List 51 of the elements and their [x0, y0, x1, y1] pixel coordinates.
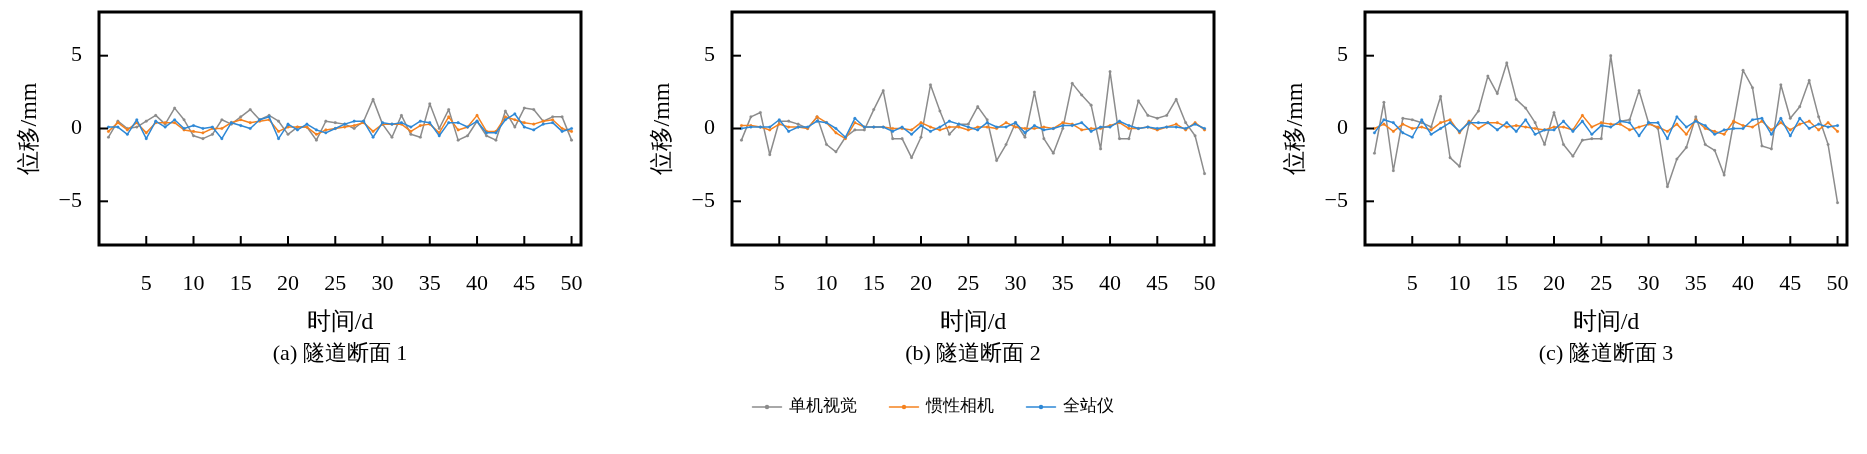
legend-label: 单机视觉: [788, 396, 857, 416]
x-tick-label: 20: [277, 269, 300, 295]
x-axis-title: 时间/d: [306, 308, 374, 335]
x-tick-label: 30: [371, 269, 394, 295]
text: (b) 隧道断面 2: [905, 339, 1041, 365]
x-tick-label: 35: [1684, 269, 1707, 295]
x-tick-label: 45: [513, 269, 536, 295]
x-tick-label: 40: [466, 269, 489, 295]
x-tick-label: 45: [1146, 269, 1169, 295]
x-axis-title: 时间/d: [1572, 308, 1640, 335]
y-tick-label: −5: [58, 187, 82, 213]
x-tick-label: 50: [560, 269, 583, 295]
x-tick-label: 45: [1779, 269, 1802, 295]
x-tick-label: 10: [815, 269, 838, 295]
x-tick-label: 10: [182, 269, 205, 295]
x-tick-label: 10: [1448, 269, 1471, 295]
x-tick-label: 15: [229, 269, 252, 295]
y-tick-label: −5: [691, 187, 715, 213]
x-tick-label: 30: [1004, 269, 1027, 295]
y-tick-label: 0: [1337, 114, 1348, 140]
y-tick-label: 5: [704, 41, 715, 67]
x-tick-label: 25: [957, 269, 980, 295]
x-tick-label: 35: [418, 269, 441, 295]
y-tick-label: 5: [71, 41, 82, 67]
legend-label: 全站仪: [1062, 396, 1114, 416]
x-tick-label: 50: [1193, 269, 1216, 295]
x-tick-label: 20: [1543, 269, 1566, 295]
y-tick-label: 5: [1337, 41, 1348, 67]
x-tick-label: 40: [1099, 269, 1122, 295]
y-axis-title: 位移/mm: [648, 82, 675, 175]
x-tick-label: 30: [1637, 269, 1660, 295]
x-tick-label: 20: [910, 269, 933, 295]
x-tick-label: 5: [773, 269, 785, 295]
y-tick-label: 0: [704, 114, 715, 140]
x-tick-label: 25: [324, 269, 347, 295]
x-tick-label: 25: [1590, 269, 1613, 295]
x-tick-label: 5: [1406, 269, 1418, 295]
x-tick-label: 15: [862, 269, 885, 295]
y-tick-label: −5: [1324, 187, 1348, 213]
x-tick-label: 35: [1051, 269, 1074, 295]
x-tick-label: 5: [140, 269, 152, 295]
x-tick-label: 15: [1495, 269, 1518, 295]
y-axis-title: 位移/mm: [1281, 82, 1308, 175]
text: (c) 隧道断面 3: [1538, 339, 1674, 365]
x-axis-title: 时间/d: [939, 308, 1007, 335]
x-tick-label: 50: [1826, 269, 1849, 295]
legend-label: 惯性相机: [924, 396, 994, 416]
y-tick-label: 0: [71, 114, 82, 140]
text: (a) 隧道断面 1: [272, 339, 408, 365]
y-axis-title: 位移/mm: [15, 82, 42, 175]
x-tick-label: 40: [1732, 269, 1755, 295]
